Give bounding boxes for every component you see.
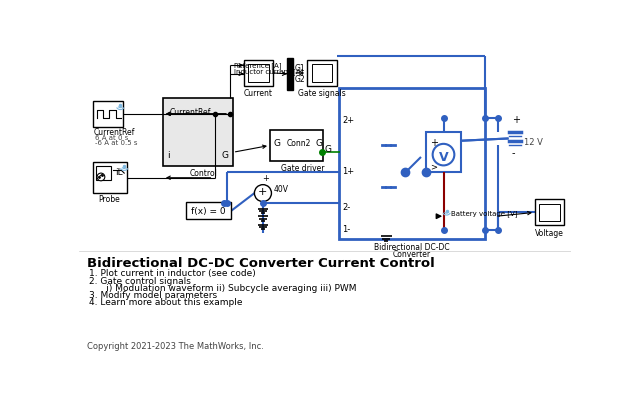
Bar	[427, 131, 460, 172]
Text: 12 V: 12 V	[524, 138, 543, 147]
Text: 4. Learn more about this example: 4. Learn more about this example	[89, 298, 242, 307]
Bar	[248, 64, 269, 82]
Text: -: -	[512, 148, 515, 158]
Text: 2+: 2+	[342, 116, 354, 125]
Text: i: i	[167, 151, 169, 160]
Bar	[243, 60, 273, 86]
Text: CurrentRef: CurrentRef	[169, 108, 210, 116]
Text: Conn2: Conn2	[287, 139, 311, 148]
Text: f(x) = 0: f(x) = 0	[191, 207, 226, 216]
Text: 2-: 2-	[342, 203, 350, 212]
Text: G: G	[274, 139, 281, 148]
Text: CurrentRef: CurrentRef	[93, 129, 134, 137]
Text: Gate signals: Gate signals	[298, 89, 346, 98]
Text: Converter: Converter	[392, 250, 430, 259]
Text: Bidirectional DC-DC: Bidirectional DC-DC	[374, 243, 450, 252]
Bar	[287, 58, 293, 90]
Text: 1. Plot current in inductor (see code): 1. Plot current in inductor (see code)	[89, 269, 256, 278]
Text: 1-: 1-	[342, 225, 350, 234]
Text: +: +	[512, 115, 520, 125]
Text: 6 A at 0 s: 6 A at 0 s	[94, 135, 128, 141]
Text: Battery voltage [V]: Battery voltage [V]	[451, 210, 518, 216]
Text: +: +	[258, 187, 268, 197]
Text: Current: Current	[244, 89, 273, 98]
Circle shape	[432, 144, 455, 165]
Bar	[93, 162, 127, 193]
Bar	[535, 199, 564, 225]
Text: G2: G2	[295, 75, 306, 83]
Bar	[311, 64, 332, 82]
Bar	[307, 60, 337, 86]
Circle shape	[97, 173, 105, 181]
Text: G: G	[325, 145, 332, 154]
Bar	[339, 88, 484, 239]
Text: iL: iL	[115, 168, 122, 177]
Text: Reference [A]: Reference [A]	[234, 62, 281, 69]
Text: -: -	[260, 198, 264, 208]
Text: i) Modulation waveform ii) Subcycle averaging iii) PWM: i) Modulation waveform ii) Subcycle aver…	[89, 284, 356, 293]
Bar	[163, 98, 233, 166]
Text: 3. Modify model parameters: 3. Modify model parameters	[89, 291, 217, 300]
Text: Probe: Probe	[98, 195, 120, 204]
Bar	[93, 101, 122, 127]
Text: Voltage: Voltage	[535, 229, 564, 237]
Bar	[96, 166, 111, 180]
Text: >: >	[430, 162, 437, 171]
Text: G1: G1	[295, 64, 306, 73]
Text: Bidirectional DC-DC Converter Current Control: Bidirectional DC-DC Converter Current Co…	[87, 257, 435, 270]
Text: Inductor current [A]: Inductor current [A]	[234, 69, 304, 75]
Text: Control: Control	[190, 169, 218, 178]
Text: 40V: 40V	[274, 185, 288, 194]
Bar	[270, 130, 323, 161]
Text: Copyright 2021-2023 The MathWorks, Inc.: Copyright 2021-2023 The MathWorks, Inc.	[87, 342, 264, 351]
Text: -6 A at 0.5 s: -6 A at 0.5 s	[94, 140, 137, 146]
Text: +: +	[262, 174, 269, 183]
Text: 1+: 1+	[342, 167, 354, 176]
Circle shape	[254, 185, 271, 202]
Text: G: G	[316, 139, 323, 148]
Text: +: +	[430, 138, 438, 147]
Text: G: G	[222, 151, 229, 160]
Text: V: V	[439, 151, 448, 164]
Text: Gate driver: Gate driver	[281, 164, 324, 173]
Bar	[540, 204, 560, 221]
Text: 2. Gate control signals: 2. Gate control signals	[89, 277, 190, 286]
Bar	[186, 202, 231, 219]
